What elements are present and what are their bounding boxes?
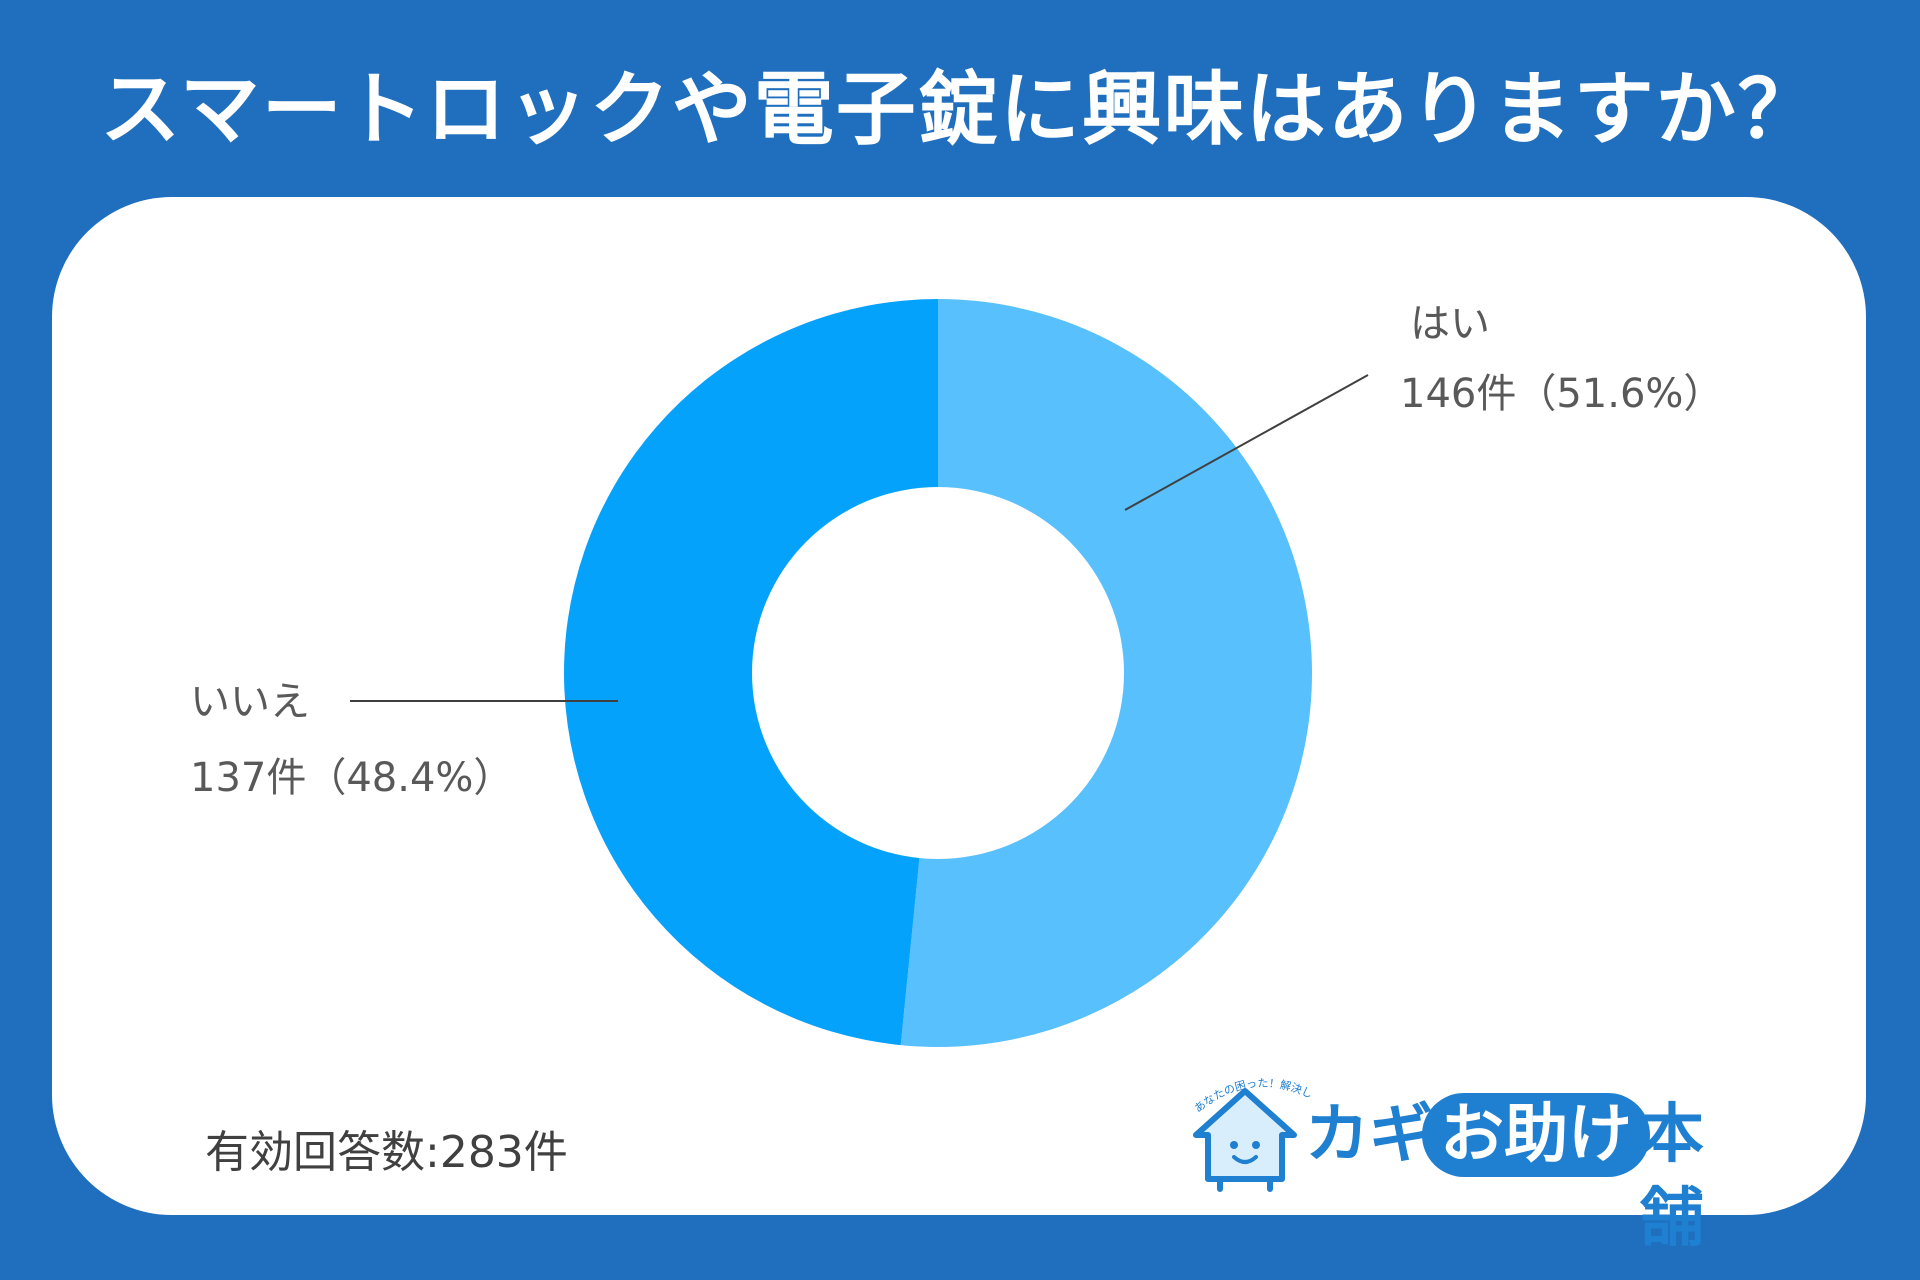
- slice-value-no: 137件（48.4%）: [190, 755, 514, 801]
- total-responses: 有効回答数:283件: [205, 1127, 568, 1178]
- donut-hole: [752, 487, 1124, 859]
- logo-tagline-arc: あなたの困った！解決します: [1190, 1075, 1315, 1115]
- slice-no: [563, 299, 938, 1046]
- slice-label-yes: はい: [1410, 301, 1490, 347]
- leader-line-yes: [1124, 374, 1369, 511]
- logo-text-honpo: 本舗: [1640, 1098, 1704, 1256]
- chart-title: スマートロックや電子錠に興味はありますか？: [100, 63, 1820, 156]
- svg-text:あなたの困った！解決します: あなたの困った！解決します: [1190, 1075, 1315, 1115]
- brand-logo: あなたの困った！解決します カギ お助け 本舗: [1190, 1075, 1735, 1256]
- logo-tagline: あなたの困った！解決します: [1190, 1075, 1315, 1115]
- house-mascot-icon: [1193, 1088, 1297, 1192]
- logo-text-kagi: カギ: [1305, 1098, 1433, 1172]
- slice-label-no: いいえ: [190, 679, 310, 725]
- logo-text-otasuke: お助け: [1422, 1093, 1650, 1177]
- slice-value-yes: 146件（51.6%）: [1400, 371, 1724, 417]
